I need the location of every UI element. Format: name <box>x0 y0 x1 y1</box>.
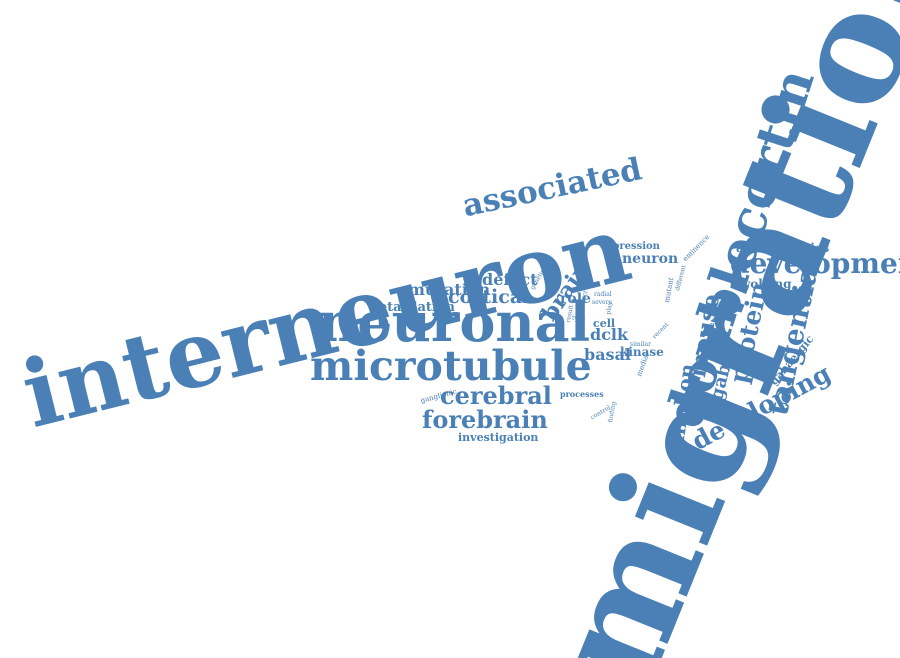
word-retardation: retardation <box>372 300 455 315</box>
word-basal: basal <box>584 345 632 364</box>
word-similar: similar <box>630 341 651 348</box>
word-role: role <box>560 291 591 307</box>
word-defect: defect <box>482 270 538 289</box>
word-play: play <box>605 301 615 316</box>
word-forebrain: forebrain <box>422 405 548 434</box>
word-investigation: investigation <box>458 431 539 444</box>
word-involving: involving <box>730 277 792 291</box>
word-cortical: cortical <box>448 286 530 308</box>
word-dclk: dclk <box>590 325 629 344</box>
word-abnormalities: abnormalities <box>736 241 830 255</box>
word-cerebral: cerebral <box>440 381 552 410</box>
word-cell: cell <box>593 317 616 330</box>
word-mutation: mutation <box>408 280 491 299</box>
word-neuronal: neuronal <box>318 290 591 354</box>
word-severe: severe <box>592 299 612 306</box>
word-neuron: neuron <box>622 251 679 267</box>
word-expression: expression <box>600 241 660 252</box>
word-kinase: kinase <box>620 345 664 359</box>
word-processes: processes <box>560 389 604 399</box>
word-type: type <box>572 315 586 322</box>
word-development: development <box>730 247 900 280</box>
word-microtubule: microtubule <box>310 342 592 390</box>
word-radial: radial <box>594 291 612 298</box>
